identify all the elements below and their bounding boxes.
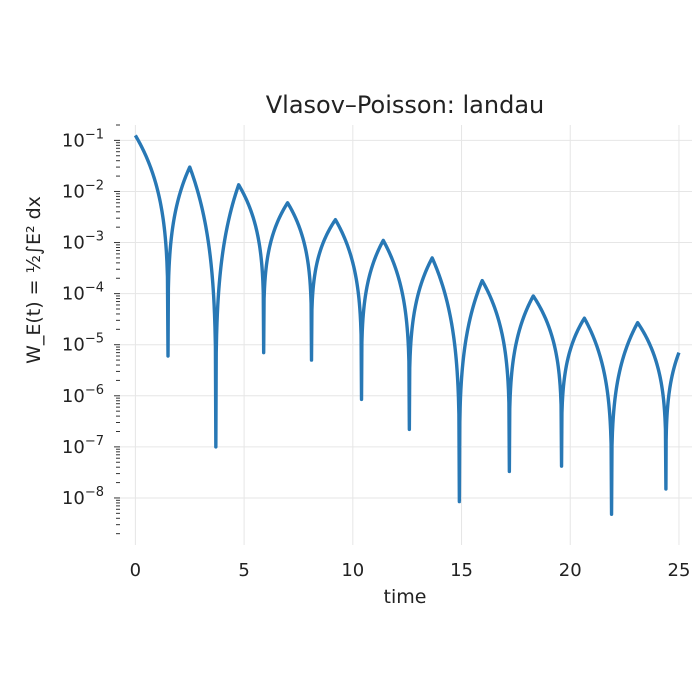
grid <box>118 125 692 545</box>
y-tick-label: 10−7 <box>62 434 104 458</box>
y-tick-label: 10−4 <box>62 281 104 305</box>
x-tick-label: 0 <box>130 560 141 581</box>
x-tick-label: 25 <box>668 560 691 581</box>
chart-title: Vlasov–Poisson: landau <box>266 91 545 119</box>
x-axis: 0 5 10 15 20 25 <box>130 560 691 581</box>
x-tick-label: 15 <box>450 560 473 581</box>
x-axis-label: time <box>384 586 427 608</box>
x-tick-label: 20 <box>559 560 582 581</box>
y-axis: 10−8 10−7 10−6 10−5 10−4 10−3 10−2 10−1 <box>62 124 120 535</box>
series-line <box>133 134 681 516</box>
y-tick-label: 10−1 <box>62 127 104 151</box>
y-tick-label: 10−8 <box>62 485 104 509</box>
x-tick-label: 5 <box>238 560 249 581</box>
y-tick-label: 10−2 <box>62 178 104 202</box>
y-axis-label: W_E(t) = ½∫E² dx <box>23 196 45 364</box>
y-tick-label: 10−6 <box>62 383 104 407</box>
y-tick-label: 10−3 <box>62 230 104 254</box>
x-tick-label: 10 <box>341 560 364 581</box>
y-tick-label: 10−5 <box>62 332 104 356</box>
series-layer <box>133 134 681 516</box>
